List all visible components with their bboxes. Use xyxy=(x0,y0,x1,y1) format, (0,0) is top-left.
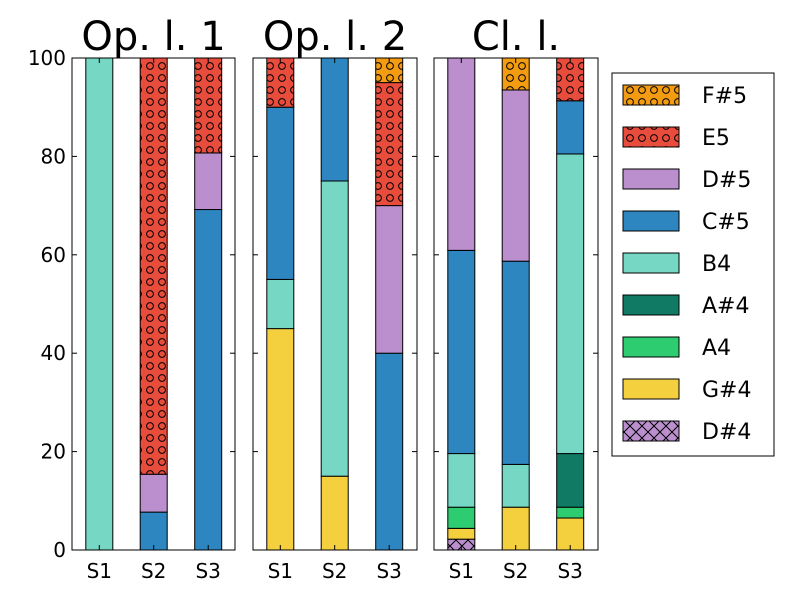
x-tick-label: S3 xyxy=(195,559,220,583)
bar-segment-e5 xyxy=(194,57,223,154)
bar-segment-dsharp5 xyxy=(375,205,404,354)
y-tick-label: 0 xyxy=(53,538,66,562)
x-tick-label: S1 xyxy=(449,559,474,583)
bar-segment-csharp5 xyxy=(320,57,349,182)
bar-segment-csharp5 xyxy=(375,352,404,551)
legend-label: E5 xyxy=(702,126,730,151)
panel-title: Cl. l. xyxy=(472,14,560,60)
bar-segment-csharp5 xyxy=(501,260,530,465)
bar-segment-e5 xyxy=(266,57,295,108)
legend-label: F#5 xyxy=(702,84,747,109)
legend-swatch xyxy=(622,210,680,232)
panel-plot-area: S1 S2 S3 xyxy=(433,57,599,583)
legend-label: B4 xyxy=(702,252,731,277)
bar-segment-fsharp5 xyxy=(501,57,530,91)
bar-segment-gsharp4 xyxy=(320,475,349,551)
bar-segment-dsharp5 xyxy=(501,89,530,262)
legend-label: A4 xyxy=(702,336,731,361)
bar-segment-dsharp5 xyxy=(447,57,476,251)
bar-segment-csharp5 xyxy=(194,209,223,551)
bar-segment-a4 xyxy=(447,506,476,529)
legend: F#5 E5 D#5 C#5 B4 A#4 A4 G#4 D#4 xyxy=(611,72,775,457)
bar-segment-a4 xyxy=(556,506,585,519)
legend-swatch xyxy=(622,252,680,274)
legend-label: D#5 xyxy=(702,168,751,193)
y-tick-label: 60 xyxy=(41,243,66,267)
bar-segment-asharp4 xyxy=(556,453,585,508)
x-tick-label: S2 xyxy=(322,559,347,583)
bar-segment-b4 xyxy=(447,453,476,508)
legend-swatch xyxy=(622,168,680,190)
x-tick-label: S1 xyxy=(268,559,293,583)
bar-segment-gsharp4 xyxy=(266,328,295,551)
panel-plot-area: S1 S2 S3 xyxy=(252,57,418,583)
y-tick-label: 80 xyxy=(41,144,66,168)
bar-segment-e5 xyxy=(375,82,404,207)
x-tick-label: S2 xyxy=(141,559,166,583)
bar-segment-gsharp4 xyxy=(501,506,530,551)
y-tick-label: 40 xyxy=(41,341,66,365)
bar-segment-b4 xyxy=(266,278,295,330)
panel-3: Cl. l. S1 S2 S3 xyxy=(433,14,599,583)
x-tick-label: S3 xyxy=(376,559,401,583)
bar-segment-gsharp4 xyxy=(447,527,476,540)
x-tick-label: S1 xyxy=(87,559,112,583)
legend-label: D#4 xyxy=(702,420,751,445)
y-tick-label: 100 xyxy=(28,46,66,70)
bar-segment-csharp5 xyxy=(556,100,585,155)
legend-label: C#5 xyxy=(702,210,750,235)
bar-segment-b4 xyxy=(556,153,585,455)
bar-segment-dsharp5 xyxy=(139,473,168,513)
legend-swatch xyxy=(622,420,680,442)
panel-title: Op. l. 1 xyxy=(81,14,225,60)
y-tick-label: 20 xyxy=(41,440,66,464)
legend-swatch xyxy=(622,84,680,106)
legend-swatch xyxy=(622,126,680,148)
panel-title: Op. l. 2 xyxy=(263,14,407,60)
legend-swatch xyxy=(622,294,680,316)
bar-segment-b4 xyxy=(501,463,530,508)
bar-segment-dsharp5 xyxy=(194,152,223,211)
bar-segment-csharp5 xyxy=(266,106,295,280)
panel-1: Op. l. 1 S1 S2 S3 xyxy=(71,14,236,583)
bar-segment-csharp5 xyxy=(447,249,476,455)
x-tick-label: S2 xyxy=(503,559,528,583)
y-axis: 0 20 40 60 80 100 xyxy=(28,46,66,562)
panel-plot-area: S1 S2 S3 xyxy=(71,57,236,583)
legend-swatch xyxy=(622,378,680,400)
bar-segment-b4 xyxy=(320,180,349,477)
bar-segment-e5 xyxy=(139,57,168,475)
legend-label: G#4 xyxy=(702,378,751,403)
bar-segment-e5 xyxy=(556,57,585,102)
legend-label: A#4 xyxy=(702,294,749,319)
bar-segment-b4 xyxy=(85,57,114,551)
legend-swatch xyxy=(622,336,680,358)
bar-segment-csharp5 xyxy=(139,511,168,551)
x-tick-label: S3 xyxy=(557,559,582,583)
panel-2: Op. l. 2 S1 S2 S3 xyxy=(252,14,418,583)
